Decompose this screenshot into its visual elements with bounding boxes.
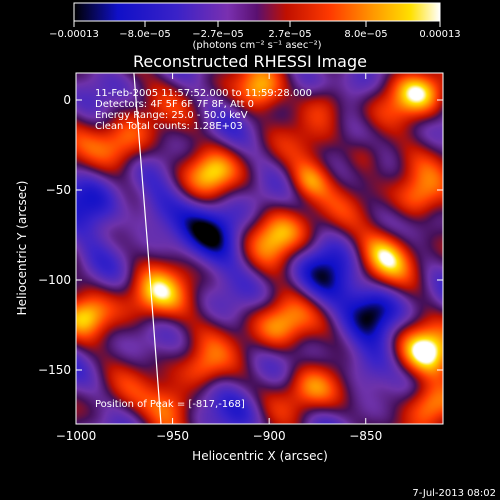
colorbar-tick-label: −0.00013	[49, 29, 99, 40]
plot-frame	[75, 72, 444, 425]
axes-ticks: −1000 −950 −900 −850 0 −50 −100 −150	[38, 73, 443, 443]
colorbar-tick-label: −8.0e−05	[119, 29, 171, 40]
colorbar-tick-label: −2.7e−05	[192, 29, 244, 40]
y-tick-label: −100	[38, 273, 71, 287]
peak-position-label: Position of Peak = [-817,-168]	[95, 399, 245, 410]
y-tick-label: −50	[46, 183, 71, 197]
colorbar-tick-label: 8.0e−05	[344, 29, 387, 40]
x-tick-label: −850	[349, 429, 382, 443]
colorbar-units: (photons cm⁻² s⁻¹ asec⁻²)	[192, 40, 321, 51]
observation-annotations: 11-Feb-2005 11:57:52.000 to 11:59:28.000…	[95, 88, 312, 132]
annotation-line: Clean Total counts: 1.28E+03	[95, 121, 243, 132]
solar-limb-line	[133, 72, 162, 425]
annotation-line: Energy Range: 25.0 - 50.0 keV	[95, 110, 248, 121]
heatmap-image	[76, 73, 443, 424]
colorbar-tick-label: 2.7e−05	[268, 29, 311, 40]
x-axis-label: Heliocentric X (arcsec)	[192, 449, 328, 463]
chart-title: Reconstructed RHESSI Image	[133, 52, 367, 71]
timestamp: 7-Jul-2013 08:02	[412, 488, 496, 499]
y-tick-label: −150	[38, 363, 71, 377]
x-tick-label: −1000	[56, 429, 97, 443]
y-axis-label: Heliocentric Y (arcsec)	[15, 181, 29, 316]
colorbar	[73, 2, 441, 22]
colorbar-ticks: −0.00013 −8.0e−05 −2.7e−05 2.7e−05 8.0e−05 0.…	[49, 21, 461, 40]
x-tick-label: −950	[156, 429, 189, 443]
annotation-line: Detectors: 4F 5F 6F 7F 8F, Att 0	[95, 99, 254, 110]
annotation-line: 11-Feb-2005 11:57:52.000 to 11:59:28.000	[95, 88, 312, 99]
y-tick-label: 0	[63, 93, 71, 107]
x-tick-label: −900	[253, 429, 286, 443]
colorbar-tick-label: 0.00013	[419, 29, 460, 40]
